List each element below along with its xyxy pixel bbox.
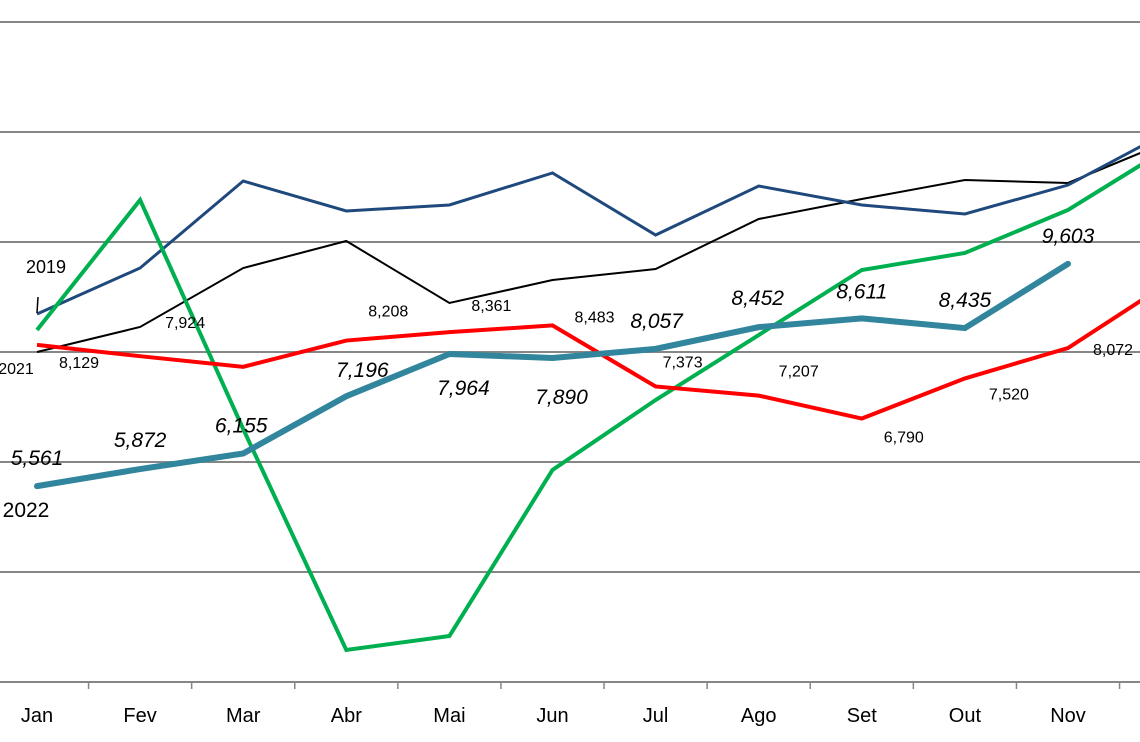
series-name-labels: 2019 2021 2022 [0, 257, 66, 522]
data-label: 5,561 [11, 447, 64, 470]
data-labels: 8,129 7,924 8,208 8,361 8,483 7,373 7,207 6,790… [11, 225, 1133, 470]
data-label: 7,520 [989, 386, 1029, 403]
data-label: 6,155 [215, 414, 268, 437]
data-label: 8,611 [836, 280, 887, 303]
x-tick-label: Set [847, 705, 877, 727]
series-line-black [36, 152, 1140, 353]
series-line-teal [34, 260, 1071, 490]
gridlines [0, 21, 1140, 683]
data-label: 7,890 [535, 386, 588, 409]
x-tick-label: Mar [226, 705, 261, 727]
x-tick-label: Mai [433, 705, 465, 727]
x-tick-label: Fev [123, 705, 156, 727]
data-label: 8,208 [368, 304, 408, 321]
x-axis: JanFevMarAbrMaiJunJulAgoSetOutNovDez [21, 682, 1121, 727]
series-name-blue: 2019 [26, 257, 66, 277]
data-label: 7,924 [165, 315, 205, 332]
data-label: 8,435 [939, 289, 992, 312]
data-label: 7,373 [663, 354, 703, 371]
data-label: 7,964 [437, 377, 490, 400]
data-label: 9,603 [1042, 225, 1095, 248]
data-label: 8,072 [1093, 342, 1133, 359]
data-label: 7,207 [779, 364, 819, 381]
data-label: 8,452 [731, 287, 784, 310]
x-tick-label: Abr [331, 705, 362, 727]
series-line-blue [36, 145, 1140, 316]
data-label: 7,196 [336, 359, 389, 382]
series-name-red: 2021 [0, 361, 34, 378]
leader-line [36, 296, 39, 314]
data-label: 6,790 [884, 430, 924, 447]
x-tick-label: Jul [643, 705, 669, 727]
data-label: 8,057 [630, 310, 684, 333]
series-name-teal: 2022 [3, 499, 50, 522]
data-label: 8,483 [574, 309, 614, 326]
series-lines [34, 145, 1140, 653]
x-tick-label: Out [949, 705, 982, 727]
data-label: 8,129 [59, 355, 99, 372]
data-label: 5,872 [114, 429, 167, 452]
data-label: 8,361 [471, 298, 511, 315]
x-tick-label: Nov [1050, 705, 1086, 727]
x-tick-label: Jan [21, 705, 53, 727]
series-line-green [35, 163, 1140, 653]
x-tick-label: Jun [536, 705, 568, 727]
x-tick-label: Ago [741, 705, 777, 727]
